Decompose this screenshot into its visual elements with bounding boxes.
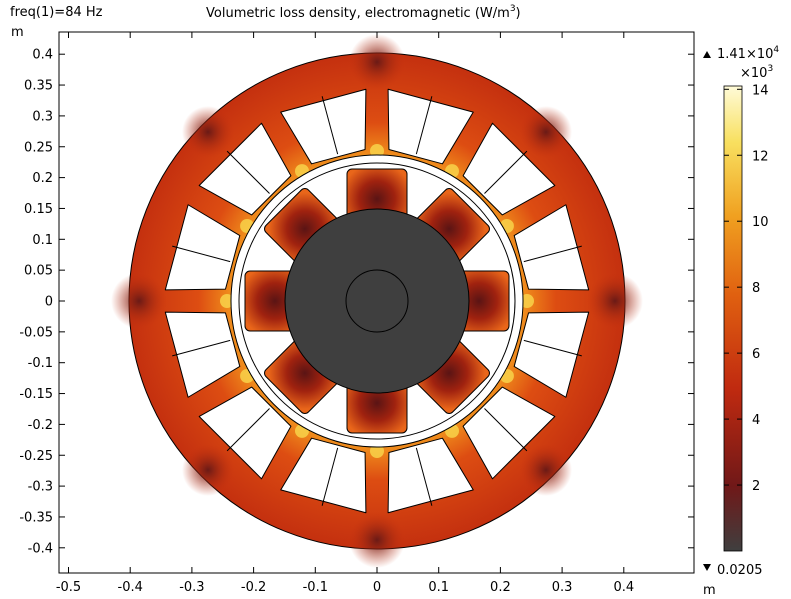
stator-slot-2 bbox=[513, 204, 590, 291]
x-tick-label-1: -0.4 bbox=[118, 580, 143, 595]
y-tick-label-14: -0.3 bbox=[28, 480, 53, 495]
y-tick-label-6: 0.1 bbox=[32, 233, 53, 248]
y-tick-label-1: 0.35 bbox=[24, 79, 53, 94]
cb-tick-label-0: 14 bbox=[752, 83, 769, 98]
y-tick-label-13: -0.25 bbox=[19, 449, 53, 464]
y-axis: 0.4 0.35 0.3 0.25 0.2 0.15 0.1 0.05 0 -0.05 -0.1 -0… bbox=[19, 48, 694, 556]
x-tick-label-8: 0.3 bbox=[552, 580, 573, 595]
stator-slot-5 bbox=[387, 437, 474, 514]
colorbar-max-label: 1.41×104 bbox=[717, 45, 779, 62]
shaft bbox=[345, 269, 409, 333]
cb-tick-label-6: 2 bbox=[752, 479, 760, 494]
y-tick-label-12: -0.2 bbox=[28, 418, 53, 433]
stator-slot-3 bbox=[513, 311, 590, 398]
x-tick-label-0: -0.5 bbox=[56, 580, 81, 595]
stator-slot-4 bbox=[462, 386, 556, 480]
yoke-spot-tr bbox=[520, 106, 572, 158]
colorbar-min-label: 0.0205 bbox=[717, 563, 763, 578]
cb-tick-label-4: 6 bbox=[752, 347, 760, 362]
x-tick-label-7: 0.2 bbox=[490, 580, 511, 595]
x-axis: -0.5 -0.4 -0.3 -0.2 -0.1 0 0.1 0.2 0.3 0.4 bbox=[56, 32, 634, 595]
x-tick-label-9: 0.4 bbox=[613, 580, 634, 595]
y-tick-label-9: -0.05 bbox=[19, 325, 53, 340]
freq-label: freq(1)=84 Hz bbox=[10, 5, 103, 20]
colorbar: 1.41×104 ×103 14 12 10 8 6 4 2 0.0205 bbox=[703, 45, 779, 578]
cb-tick-label-2: 10 bbox=[752, 215, 769, 230]
x-tick-label-6: 0.1 bbox=[428, 580, 449, 595]
stator-slot-0 bbox=[387, 88, 474, 165]
stator-slot-10 bbox=[198, 122, 292, 216]
stator-slot-11 bbox=[280, 88, 367, 165]
colorbar-ticks: 14 12 10 8 6 4 2 bbox=[724, 83, 769, 494]
stator-slot-7 bbox=[198, 386, 292, 480]
cb-tick-label-5: 4 bbox=[752, 413, 760, 428]
y-tick-label-8: 0 bbox=[45, 295, 53, 310]
stator-slots bbox=[164, 88, 590, 514]
y-tick-label-2: 0.3 bbox=[32, 109, 53, 124]
yoke-spot-right bbox=[587, 273, 643, 329]
colorbar-scale-label: ×103 bbox=[740, 64, 773, 81]
colorbar-gradient bbox=[723, 85, 743, 552]
y-tick-label-4: 0.2 bbox=[32, 171, 53, 186]
y-tick-label-7: 0.05 bbox=[24, 264, 53, 279]
x-unit-label: m bbox=[703, 583, 716, 598]
tooth-tip-3 bbox=[520, 294, 534, 308]
yoke-spot-br bbox=[520, 444, 572, 496]
min-arrow-icon bbox=[703, 564, 711, 571]
y-tick-label-3: 0.25 bbox=[24, 140, 53, 155]
tooth-tip-9 bbox=[220, 294, 234, 308]
tooth-tip-0 bbox=[370, 144, 384, 158]
max-arrow-icon bbox=[703, 51, 711, 58]
x-tick-label-4: -0.1 bbox=[303, 580, 328, 595]
stator-slot-9 bbox=[164, 204, 241, 291]
stator-slot-1 bbox=[462, 122, 556, 216]
x-tick-label-2: -0.3 bbox=[179, 580, 204, 595]
y-tick-label-10: -0.1 bbox=[28, 356, 53, 371]
yoke-spot-tl bbox=[182, 106, 234, 158]
y-tick-label-15: -0.35 bbox=[19, 510, 53, 525]
cb-tick-label-3: 8 bbox=[752, 281, 760, 296]
plot-title: Volumetric loss density, electromagnetic… bbox=[206, 4, 521, 21]
cb-tick-label-1: 12 bbox=[752, 149, 769, 164]
yoke-spot-bl bbox=[182, 444, 234, 496]
tooth-tip-6 bbox=[370, 444, 384, 458]
y-unit-label: m bbox=[11, 25, 24, 40]
x-tick-label-5: 0 bbox=[373, 580, 381, 595]
y-tick-label-11: -0.15 bbox=[19, 387, 53, 402]
yoke-spot-top bbox=[349, 34, 405, 90]
y-tick-label-0: 0.4 bbox=[32, 48, 53, 63]
yoke-spot-left bbox=[111, 273, 167, 329]
y-tick-label-5: 0.15 bbox=[24, 202, 53, 217]
stator-slot-6 bbox=[280, 437, 367, 514]
stator-slot-8 bbox=[164, 311, 241, 398]
x-tick-label-3: -0.2 bbox=[241, 580, 266, 595]
yoke-spot-bottom bbox=[349, 512, 405, 568]
y-tick-label-16: -0.4 bbox=[28, 541, 53, 556]
